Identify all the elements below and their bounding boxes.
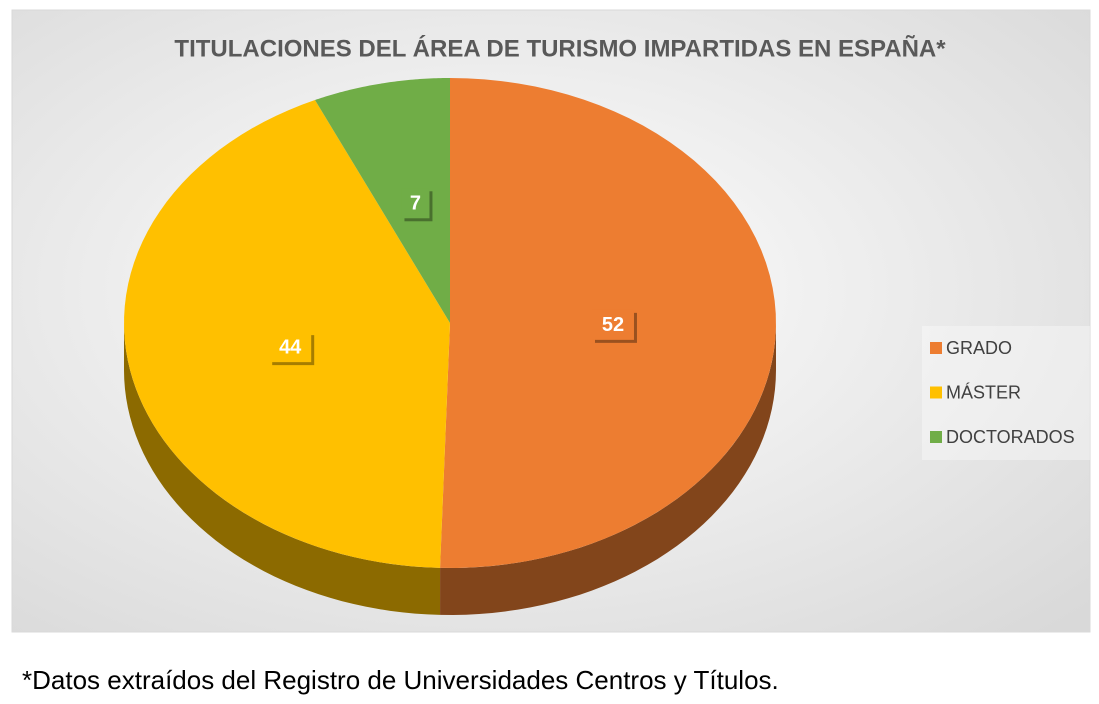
data-label: 52 xyxy=(602,314,624,336)
slice-side xyxy=(440,323,776,615)
legend-swatch xyxy=(930,386,942,399)
legend-label: DOCTORADOS xyxy=(946,427,1075,447)
data-label: 7 xyxy=(410,193,421,215)
legend-box xyxy=(922,326,1090,460)
data-label: 44 xyxy=(279,336,302,358)
legend-label: MÁSTER xyxy=(946,382,1021,402)
data-label-box xyxy=(269,332,312,363)
slice xyxy=(314,78,450,323)
legend-swatch xyxy=(930,342,942,354)
chart-title: TITULACIONES DEL ÁREA DE TURISMO IMPARTI… xyxy=(174,34,946,62)
legend-label: GRADO xyxy=(946,338,1012,358)
legend-swatch xyxy=(930,431,942,443)
data-label-box xyxy=(591,309,634,340)
slice-side xyxy=(124,323,441,615)
data-label-box xyxy=(401,188,430,219)
footnote: *Datos extraídos del Registro de Univers… xyxy=(22,665,779,695)
